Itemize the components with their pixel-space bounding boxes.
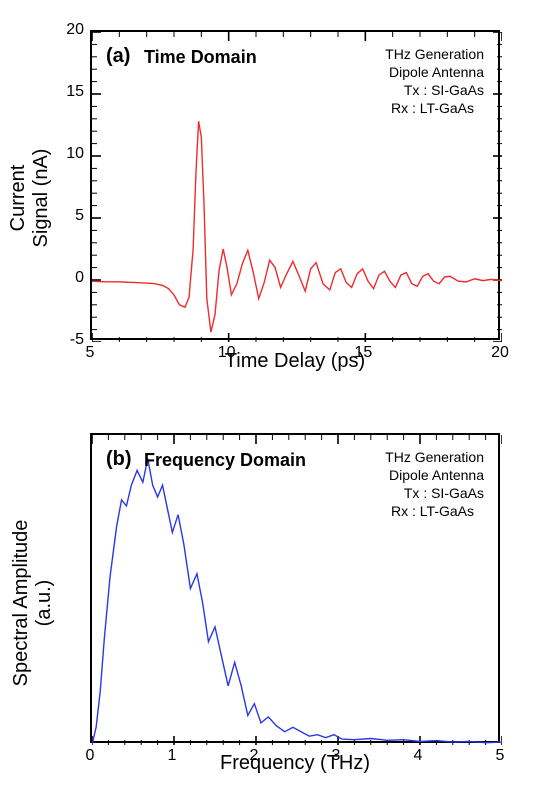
panel-a-title: Time Domain — [144, 46, 257, 69]
ytick-label: 15 — [50, 83, 84, 101]
xtick-label: 3 — [332, 747, 341, 765]
panel-b-title: Frequency Domain — [144, 449, 306, 472]
panel-a: (a) Time Domain THz Generation Dipole An… — [90, 30, 500, 340]
xlabel-b: Frequency (THz) — [90, 752, 500, 775]
panel-a-annot-3: Tx : SI-GaAs — [404, 82, 484, 100]
panel-b-annot-1: THz Generation — [385, 449, 484, 467]
ylabel-b: Spectral Amplitude (a.u.) — [10, 508, 56, 698]
panel-b-annot-3: Tx : SI-GaAs — [404, 485, 484, 503]
xtick-label: 2 — [250, 747, 259, 765]
xtick-label: 0 — [86, 747, 95, 765]
xtick-label: 4 — [414, 747, 423, 765]
figure: (a) Time Domain THz Generation Dipole An… — [0, 0, 533, 804]
panel-b: (b) Frequency Domain THz Generation Dipo… — [90, 433, 500, 743]
xtick-label: 20 — [491, 344, 509, 362]
panel-a-annot-1: THz Generation — [385, 46, 484, 64]
ytick-label: -5 — [50, 331, 84, 349]
xtick-label: 1 — [168, 747, 177, 765]
panel-b-annot-2: Dipole Antenna — [389, 467, 484, 485]
ytick-label: 20 — [50, 21, 84, 39]
panel-a-letter: (a) — [106, 44, 130, 69]
panel-b-annot-4: Rx : LT-GaAs — [391, 503, 474, 521]
xtick-label: 5 — [496, 747, 505, 765]
ytick-label: 10 — [50, 145, 84, 163]
xlabel-a: Time Delay (ps) — [90, 350, 500, 373]
ytick-label: 5 — [50, 207, 84, 225]
xtick-label: 5 — [86, 344, 95, 362]
panel-a-annot-2: Dipole Antenna — [389, 64, 484, 82]
panel-b-letter: (b) — [106, 447, 132, 472]
xtick-label: 10 — [218, 344, 236, 362]
xtick-label: 15 — [354, 344, 372, 362]
panel-a-annot-4: Rx : LT-GaAs — [391, 100, 474, 118]
ytick-label: 0 — [50, 269, 84, 287]
ylabel-a: Current Signal (nA) — [7, 138, 53, 258]
